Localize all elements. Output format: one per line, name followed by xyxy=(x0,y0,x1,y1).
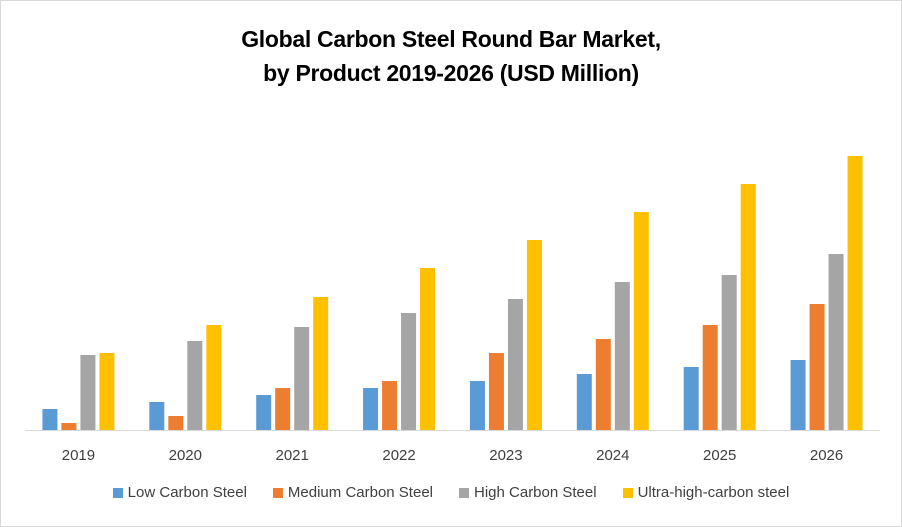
bar-low-carbon-steel-2019 xyxy=(42,409,58,430)
bar-medium-carbon-steel-2020 xyxy=(168,416,184,430)
legend-swatch xyxy=(622,487,633,498)
bar-medium-carbon-steel-2019 xyxy=(61,423,77,430)
bar-medium-carbon-steel-2025 xyxy=(702,325,718,430)
legend-item: Low Carbon Steel xyxy=(112,484,247,501)
bar-low-carbon-steel-2026 xyxy=(790,360,806,430)
bar-ultra-high-carbon-steel-2020 xyxy=(206,325,222,430)
legend-item: Ultra-high-carbon steel xyxy=(622,484,790,501)
x-tick-label: 2025 xyxy=(703,447,736,464)
bar-ultra-high-carbon-steel-2019 xyxy=(99,353,115,430)
x-tick-label: 2026 xyxy=(810,447,843,464)
bar-medium-carbon-steel-2024 xyxy=(595,339,611,430)
bar-medium-carbon-steel-2026 xyxy=(809,304,825,430)
bar-low-carbon-steel-2023 xyxy=(469,381,485,430)
bar-high-carbon-steel-2019 xyxy=(80,355,96,430)
bar-low-carbon-steel-2021 xyxy=(256,395,272,430)
bar-low-carbon-steel-2024 xyxy=(576,374,592,430)
legend-swatch xyxy=(112,487,123,498)
bar-high-carbon-steel-2022 xyxy=(401,313,417,430)
chart-title: Global Carbon Steel Round Bar Market, by… xyxy=(0,22,902,90)
bar-high-carbon-steel-2024 xyxy=(614,282,630,430)
x-tick-label: 2020 xyxy=(169,447,202,464)
x-tick-label: 2024 xyxy=(596,447,629,464)
legend-label: Low Carbon Steel xyxy=(127,484,247,501)
bar-low-carbon-steel-2022 xyxy=(363,388,379,430)
bar-medium-carbon-steel-2021 xyxy=(275,388,291,430)
bar-ultra-high-carbon-steel-2024 xyxy=(633,212,649,430)
legend-item: Medium Carbon Steel xyxy=(272,484,433,501)
legend-label: High Carbon Steel xyxy=(474,484,597,501)
bar-high-carbon-steel-2026 xyxy=(828,254,844,430)
bar-ultra-high-carbon-steel-2025 xyxy=(740,184,756,430)
legend-label: Medium Carbon Steel xyxy=(287,484,433,501)
x-tick-label: 2021 xyxy=(276,447,309,464)
x-tick-label: 2023 xyxy=(489,447,522,464)
bar-low-carbon-steel-2025 xyxy=(683,367,699,430)
legend-swatch xyxy=(272,487,283,498)
x-tick-label: 2022 xyxy=(382,447,415,464)
chart-title-line-2: by Product 2019-2026 (USD Million) xyxy=(263,60,639,86)
bar-medium-carbon-steel-2023 xyxy=(488,353,504,430)
legend: Low Carbon Steel Medium Carbon Steel High … xyxy=(0,484,902,501)
bar-high-carbon-steel-2025 xyxy=(721,275,737,430)
bar-ultra-high-carbon-steel-2026 xyxy=(847,156,863,430)
chart-title-line-1: Global Carbon Steel Round Bar Market, xyxy=(241,26,661,52)
bar-high-carbon-steel-2020 xyxy=(187,341,203,430)
bar-ultra-high-carbon-steel-2023 xyxy=(526,240,542,430)
bar-ultra-high-carbon-steel-2021 xyxy=(313,297,329,430)
legend-label: Ultra-high-carbon steel xyxy=(637,484,790,501)
legend-item: High Carbon Steel xyxy=(459,484,597,501)
bar-high-carbon-steel-2023 xyxy=(507,299,523,430)
bar-medium-carbon-steel-2022 xyxy=(382,381,398,430)
x-tick-label: 2019 xyxy=(62,447,95,464)
bar-low-carbon-steel-2020 xyxy=(149,402,165,430)
legend-swatch xyxy=(459,487,469,498)
bar-high-carbon-steel-2021 xyxy=(294,327,310,430)
bar-ultra-high-carbon-steel-2022 xyxy=(420,268,436,430)
